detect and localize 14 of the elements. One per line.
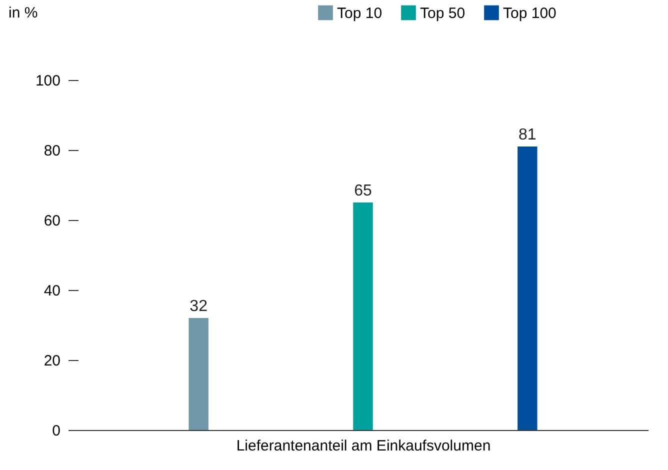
- legend-label: Top 50: [420, 4, 466, 22]
- data-label: 81: [518, 126, 536, 144]
- y-tick-label: 60: [44, 212, 60, 230]
- y-tick-label: 40: [44, 282, 60, 300]
- legend-label: Top 100: [503, 4, 556, 22]
- y-axis-title: in %: [8, 4, 38, 22]
- y-tick-label: 80: [44, 142, 60, 160]
- data-label: 65: [354, 182, 372, 200]
- x-axis-title: Lieferantenanteil am Einkaufsvolumen: [236, 438, 491, 454]
- y-tick-label: 0: [52, 422, 60, 440]
- data-label: 32: [190, 298, 208, 315]
- legend-label: Top 10: [337, 4, 382, 22]
- y-tick-label: 20: [44, 352, 60, 370]
- y-tick-label: 100: [35, 72, 60, 90]
